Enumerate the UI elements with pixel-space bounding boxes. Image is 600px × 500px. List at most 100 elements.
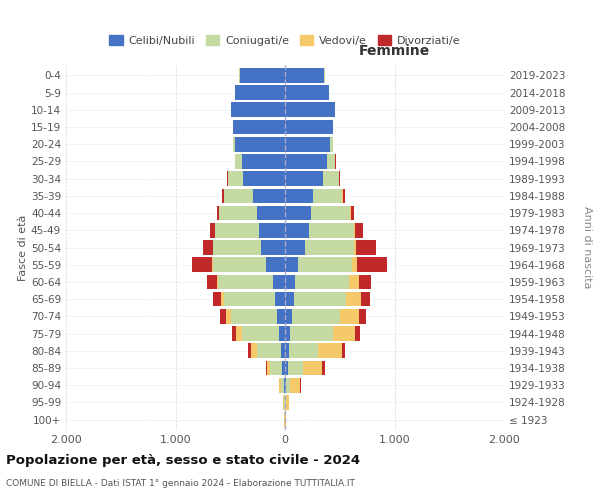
Bar xyxy=(285,344,289,358)
Bar xyxy=(285,360,288,376)
Bar xyxy=(203,240,213,255)
Bar xyxy=(284,378,285,392)
Bar xyxy=(239,68,285,82)
Bar xyxy=(303,360,322,376)
Bar xyxy=(257,344,281,358)
Bar xyxy=(355,223,363,238)
Bar xyxy=(359,309,366,324)
Bar xyxy=(286,395,289,410)
Bar xyxy=(361,292,370,306)
Bar xyxy=(285,258,298,272)
Bar xyxy=(288,360,303,376)
Bar xyxy=(235,154,242,168)
Bar xyxy=(221,292,224,306)
Bar xyxy=(293,292,346,306)
Bar xyxy=(346,292,361,306)
Bar xyxy=(354,240,356,255)
Y-axis label: Fasce di età: Fasce di età xyxy=(18,214,28,280)
Bar xyxy=(285,68,325,82)
Bar xyxy=(208,274,217,289)
Bar xyxy=(340,309,359,324)
Bar xyxy=(213,240,262,255)
Bar xyxy=(342,344,345,358)
Bar xyxy=(305,240,354,255)
Bar xyxy=(311,206,350,220)
Bar xyxy=(211,223,215,238)
Bar xyxy=(331,137,333,152)
Bar xyxy=(285,326,290,341)
Bar xyxy=(215,223,259,238)
Bar xyxy=(222,188,224,203)
Bar xyxy=(224,188,253,203)
Bar xyxy=(217,206,219,220)
Text: Popolazione per età, sesso e stato civile - 2024: Popolazione per età, sesso e stato civil… xyxy=(6,454,360,467)
Bar xyxy=(279,326,285,341)
Bar xyxy=(273,274,285,289)
Bar xyxy=(309,223,354,238)
Bar xyxy=(226,309,232,324)
Bar xyxy=(295,274,349,289)
Bar xyxy=(217,274,218,289)
Bar xyxy=(267,360,270,376)
Bar xyxy=(285,137,331,152)
Bar xyxy=(232,326,236,341)
Y-axis label: Anni di nascita: Anni di nascita xyxy=(582,206,592,289)
Bar xyxy=(319,344,342,358)
Bar xyxy=(357,258,387,272)
Bar xyxy=(270,360,282,376)
Bar xyxy=(285,102,335,117)
Bar xyxy=(281,378,284,392)
Bar xyxy=(257,206,285,220)
Bar xyxy=(266,360,267,376)
Bar xyxy=(285,120,332,134)
Bar xyxy=(220,206,257,220)
Bar xyxy=(244,172,285,186)
Bar xyxy=(355,326,360,341)
Bar xyxy=(233,120,285,134)
Bar xyxy=(285,240,305,255)
Text: Femmine: Femmine xyxy=(359,44,430,58)
Bar xyxy=(285,378,286,392)
Bar xyxy=(266,258,285,272)
Bar xyxy=(224,292,275,306)
Bar xyxy=(282,360,285,376)
Bar xyxy=(289,344,319,358)
Bar xyxy=(290,326,332,341)
Bar xyxy=(285,188,313,203)
Bar xyxy=(285,154,327,168)
Bar xyxy=(220,309,226,324)
Bar xyxy=(359,274,371,289)
Bar xyxy=(349,274,359,289)
Bar xyxy=(259,223,285,238)
Bar xyxy=(350,206,353,220)
Bar xyxy=(327,154,335,168)
Bar xyxy=(290,378,300,392)
Bar xyxy=(285,309,292,324)
Bar xyxy=(323,172,339,186)
Bar xyxy=(193,258,212,272)
Bar xyxy=(285,274,295,289)
Bar xyxy=(233,137,235,152)
Bar xyxy=(235,137,285,152)
Bar xyxy=(354,223,355,238)
Bar xyxy=(236,326,242,341)
Bar xyxy=(242,154,285,168)
Bar xyxy=(285,206,311,220)
Bar xyxy=(262,240,285,255)
Bar xyxy=(218,274,273,289)
Bar xyxy=(251,344,257,358)
Bar xyxy=(227,172,244,186)
Bar xyxy=(285,223,309,238)
Bar xyxy=(248,344,251,358)
Bar xyxy=(285,292,293,306)
Bar xyxy=(322,360,325,376)
Bar xyxy=(275,292,285,306)
Text: COMUNE DI BIELLA - Dati ISTAT 1° gennaio 2024 - Elaborazione TUTTITALIA.IT: COMUNE DI BIELLA - Dati ISTAT 1° gennaio… xyxy=(6,479,355,488)
Bar xyxy=(280,378,281,392)
Bar xyxy=(313,188,343,203)
Bar xyxy=(232,309,277,324)
Legend: Celibi/Nubili, Coniugati/e, Vedovi/e, Divorziati/e: Celibi/Nubili, Coniugati/e, Vedovi/e, Di… xyxy=(105,30,465,50)
Bar xyxy=(298,258,352,272)
Bar xyxy=(277,309,285,324)
Bar xyxy=(253,188,285,203)
